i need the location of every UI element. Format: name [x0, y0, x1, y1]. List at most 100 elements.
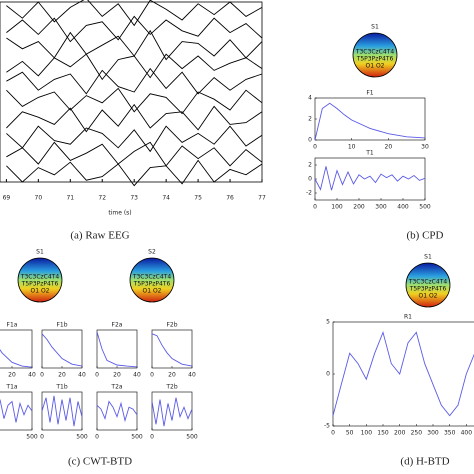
plot-frame — [41, 329, 83, 369]
eeg-trace — [6, 0, 263, 27]
x-tick-label: 100 — [331, 204, 343, 211]
x-tick-label: 300 — [427, 430, 439, 437]
x-tick-label: 40 — [28, 372, 36, 379]
y-tick-label: 2 — [308, 116, 312, 123]
x-tick-label: 0 — [40, 372, 44, 379]
x-tick-label: 69 — [3, 195, 11, 202]
electrode-label: O1 O2 — [31, 288, 50, 295]
curve — [41, 395, 83, 427]
curve — [314, 102, 426, 141]
scalp-map — [17, 257, 63, 303]
x-tick-label: 40 — [133, 372, 141, 379]
scalp-map — [129, 257, 175, 303]
plot-frame — [96, 329, 138, 369]
curve — [41, 333, 83, 367]
eeg-trace — [6, 125, 263, 153]
electrode-label: T5P3PzP4T6 — [409, 286, 447, 293]
plot-frame — [0, 329, 33, 369]
caption: (d) H-BTD — [400, 456, 449, 468]
x-tick-label: 150 — [377, 430, 389, 437]
y-tick-label: 4 — [308, 95, 312, 102]
x-tick-label: 100 — [361, 430, 373, 437]
plot-frame — [0, 1, 263, 183]
scalp-map — [405, 262, 451, 308]
plot-title: F1a — [7, 322, 18, 329]
x-tick-label: 10 — [348, 144, 356, 151]
x-tick-label: 500 — [186, 434, 198, 441]
curve — [0, 399, 33, 423]
plot-frame — [151, 329, 193, 369]
electrode-label: T3C3CzC4T4 — [20, 274, 60, 281]
electrode-label: T3C3CzC4T4 — [355, 49, 395, 56]
curve — [151, 333, 193, 367]
x-tick-label: 20 — [385, 144, 393, 151]
plot-frame — [314, 97, 426, 141]
y-tick-label: -5 — [324, 423, 330, 430]
curve — [96, 331, 138, 368]
eeg-trace — [6, 141, 263, 167]
eeg-trace — [6, 87, 263, 115]
plot-frame — [314, 157, 426, 201]
electrode-label: O1 O2 — [419, 293, 438, 300]
electrode-label: T5P3PzP4T6 — [21, 281, 59, 288]
x-tick-label: 0 — [95, 372, 99, 379]
caption: (b) CPD — [407, 230, 444, 242]
x-tick-label: 0 — [95, 434, 99, 441]
eeg-trace — [6, 103, 263, 133]
x-tick-label: 0 — [313, 144, 317, 151]
x-tick-label: 75 — [194, 195, 202, 202]
eeg-trace — [6, 159, 263, 187]
x-tick-label: 50 — [346, 430, 354, 437]
y-tick-label: 0 — [308, 137, 312, 144]
x-tick-label: 40 — [78, 372, 86, 379]
x-tick-label: 350 — [444, 430, 456, 437]
x-tick-label: 70 — [35, 195, 43, 202]
curve — [314, 166, 426, 191]
head-title: S1 — [371, 24, 379, 31]
y-tick-label: -2 — [306, 190, 312, 197]
plot-title: F1 — [366, 90, 373, 97]
x-tick-label: 250 — [411, 430, 423, 437]
curve — [96, 400, 138, 423]
x-tick-label: 40 — [188, 372, 196, 379]
y-tick-label: 2 — [308, 162, 312, 169]
x-tick-label: 20 — [58, 372, 66, 379]
plot-frame — [41, 391, 83, 431]
plot-frame — [96, 391, 138, 431]
x-tick-label: 500 — [76, 434, 88, 441]
scalp-map — [352, 32, 398, 78]
head-title: S2 — [148, 249, 156, 256]
eeg-trace — [6, 29, 263, 61]
y-tick-label: 0 — [308, 176, 312, 183]
y-tick-label: 0 — [326, 371, 330, 378]
x-tick-label: 0 — [313, 204, 317, 211]
x-tick-label: 74 — [162, 195, 170, 202]
eeg-trace — [6, 53, 263, 81]
x-tick-label: 400 — [397, 204, 409, 211]
electrode-label: T5P3PzP4T6 — [356, 56, 394, 63]
x-tick-label: 0 — [40, 434, 44, 441]
x-tick-label: 200 — [353, 204, 365, 211]
caption: (c) CWT-BTD — [68, 456, 132, 468]
x-tick-label: 20 — [168, 372, 176, 379]
curve — [332, 330, 474, 417]
x-tick-label: 200 — [394, 430, 406, 437]
head-title: S1 — [424, 254, 432, 261]
x-axis-label: time (s) — [108, 210, 131, 217]
x-tick-label: 400 — [461, 430, 473, 437]
eeg-trace — [6, 67, 263, 95]
plot-title: T1b — [55, 384, 67, 391]
x-tick-label: 73 — [130, 195, 138, 202]
plot-title: R1 — [404, 314, 412, 321]
electrode-label: T3C3CzC4T4 — [408, 279, 448, 286]
x-tick-label: 20 — [8, 372, 16, 379]
plot-title: F2a — [112, 322, 123, 329]
x-tick-label: 76 — [226, 195, 234, 202]
plot-title: T1 — [365, 150, 374, 157]
x-tick-label: 77 — [258, 195, 266, 202]
head-title: S1 — [36, 249, 44, 256]
x-tick-label: 300 — [375, 204, 387, 211]
plot-title: T1a — [5, 384, 17, 391]
x-tick-label: 72 — [98, 195, 106, 202]
